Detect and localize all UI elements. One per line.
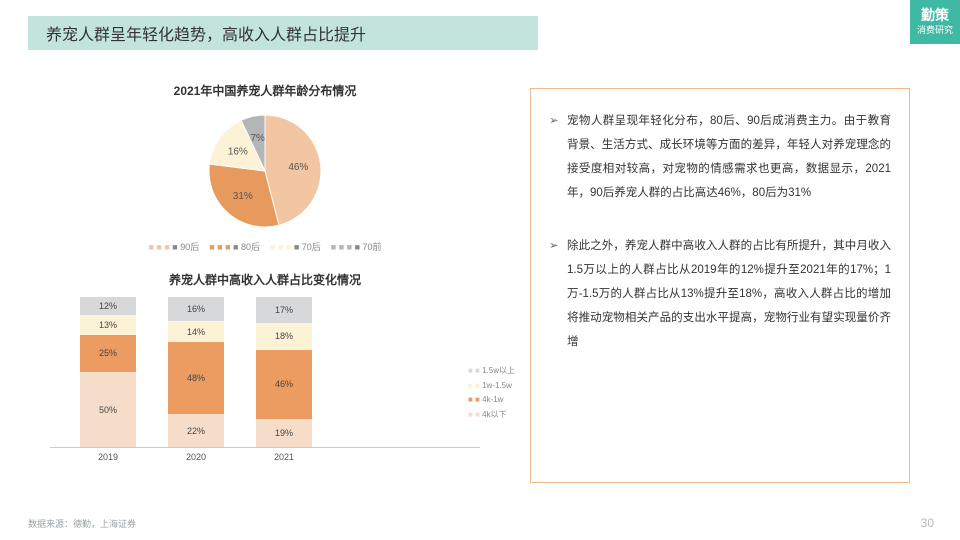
- pie-legend-item: ■ 70后: [270, 240, 321, 253]
- bar-column: 22%48%14%16%: [168, 297, 224, 447]
- pie-label: 16%: [228, 146, 248, 157]
- bar-segment: 13%: [80, 315, 136, 335]
- bar-legend: ■ 1.5w以上■ 1w-1.5w■ 4k-1w■ 4k以下: [468, 364, 515, 422]
- bar-segment: 14%: [168, 321, 224, 342]
- bar-column: 50%25%13%12%: [80, 297, 136, 447]
- data-source: 数据来源：德勤，上海证券: [28, 517, 136, 530]
- pie-label: 31%: [233, 191, 253, 202]
- bar-column: 19%46%18%17%: [256, 297, 312, 447]
- bar-legend-item: ■ 1w-1.5w: [468, 379, 515, 393]
- bar-segment: 48%: [168, 342, 224, 414]
- pie-legend-item: ■ 80后: [209, 240, 260, 253]
- insights-box: ➢宠物人群呈现年轻化分布，80后、90后成消费主力。由于教育背景、生活方式、成长…: [530, 88, 910, 483]
- bullet-text: 除此之外，养宠人群中高收入人群的占比有所提升，其中月收入1.5万以上的人群占比从…: [567, 234, 891, 355]
- logo-main: 勤策: [921, 8, 949, 23]
- pie-legend-item: ■ 70前: [331, 240, 382, 253]
- insight-bullet: ➢宠物人群呈现年轻化分布，80后、90后成消费主力。由于教育背景、生活方式、成长…: [549, 109, 891, 206]
- bar-legend-item: ■ 1.5w以上: [468, 364, 515, 378]
- pie-label: 7%: [250, 133, 265, 144]
- slide-title-bar: 养宠人群呈年轻化趋势，高收入人群占比提升: [28, 16, 538, 50]
- page-number: 30: [921, 516, 934, 530]
- bar-segment: 25%: [80, 335, 136, 373]
- bar-legend-item: ■ 4k以下: [468, 408, 515, 422]
- pie-legend-item: ■ 90后: [148, 240, 199, 253]
- bar-xlabel: 2020: [168, 452, 224, 462]
- bar-segment: 19%: [256, 419, 312, 448]
- bullet-text: 宠物人群呈现年轻化分布，80后、90后成消费主力。由于教育背景、生活方式、成长环…: [567, 109, 891, 206]
- bar-chart: 50%25%13%12% 22%48%14%16% 19%46%18%17%: [50, 298, 480, 448]
- bar-segment: 12%: [80, 297, 136, 315]
- bar-xaxis: 2019 2020 2021: [50, 452, 480, 462]
- bar-segment: 50%: [80, 372, 136, 447]
- pie-legend: ■ 90后 ■ 80后 ■ 70后 ■ 70前: [50, 240, 480, 253]
- pie-label: 46%: [288, 162, 308, 173]
- bar-segment: 17%: [256, 297, 312, 323]
- insight-bullet: ➢除此之外，养宠人群中高收入人群的占比有所提升，其中月收入1.5万以上的人群占比…: [549, 234, 891, 355]
- logo-sub: 消费研究: [917, 26, 953, 36]
- bar-segment: 18%: [256, 323, 312, 350]
- bar-legend-item: ■ 4k-1w: [468, 393, 515, 407]
- charts-panel: 2021年中国养宠人群年龄分布情况 46%31%16%7% ■ 90后■ 80后…: [50, 82, 480, 462]
- bar-segment: 46%: [256, 350, 312, 419]
- bar-xlabel: 2019: [80, 452, 136, 462]
- pie-chart: 46% 31% 16%7%: [50, 109, 480, 234]
- bullet-icon: ➢: [549, 234, 567, 355]
- brand-logo: 勤策 消费研究: [910, 0, 960, 44]
- slide-title: 养宠人群呈年轻化趋势，高收入人群占比提升: [46, 21, 366, 45]
- pie-title: 2021年中国养宠人群年龄分布情况: [50, 82, 480, 99]
- bar-segment: 22%: [168, 414, 224, 447]
- bar-segment: 16%: [168, 297, 224, 321]
- bullet-icon: ➢: [549, 109, 567, 206]
- bar-title: 养宠人群中高收入人群占比变化情况: [50, 271, 480, 288]
- bar-xlabel: 2021: [256, 452, 312, 462]
